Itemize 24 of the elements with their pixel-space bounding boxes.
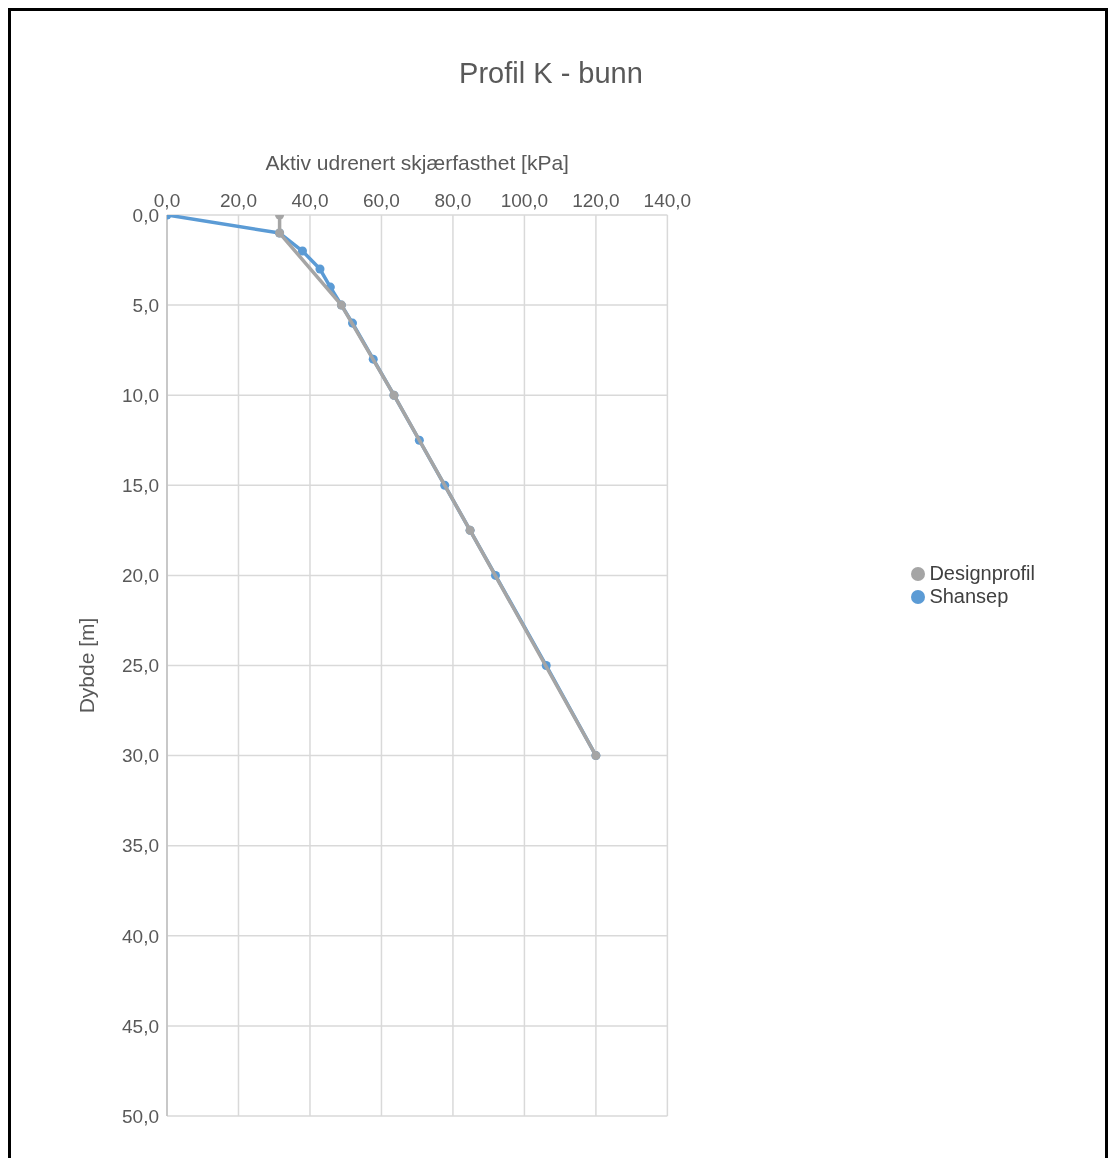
y-tick-label: 40,0 (122, 925, 159, 947)
y-tick-label: 35,0 (122, 835, 159, 857)
y-tick-label: 20,0 (122, 565, 159, 587)
legend-label: Designprofil (929, 561, 1035, 584)
x-tick-label: 80,0 (434, 190, 472, 211)
point (297, 246, 307, 256)
y-axis-title: Dybde [m] (75, 617, 99, 714)
x-tick-label: 100,0 (500, 190, 549, 211)
x-axis-title: Aktiv udrenert skjærfasthet [kPa] (265, 150, 569, 174)
point (315, 264, 325, 274)
x-tick-label: 20,0 (219, 190, 257, 211)
y-tick-label: 30,0 (122, 745, 159, 767)
chart-title: Profil K - bunn (458, 57, 644, 90)
x-tick-label: 60,0 (362, 190, 400, 211)
x-tick-label: 140,0 (643, 190, 692, 211)
y-tick-label: 10,0 (122, 384, 159, 406)
y-tick-label: 5,0 (132, 294, 159, 316)
x-tick-label: 40,0 (291, 190, 329, 211)
x-tick-label: 120,0 (572, 190, 620, 211)
y-tick-label: 45,0 (122, 1015, 159, 1037)
legend-label: Shansep (929, 584, 1009, 607)
y-tick-label: 15,0 (122, 475, 159, 497)
y-tick-label: 50,0 (122, 1105, 159, 1127)
y-tick-label: 25,0 (122, 655, 159, 677)
